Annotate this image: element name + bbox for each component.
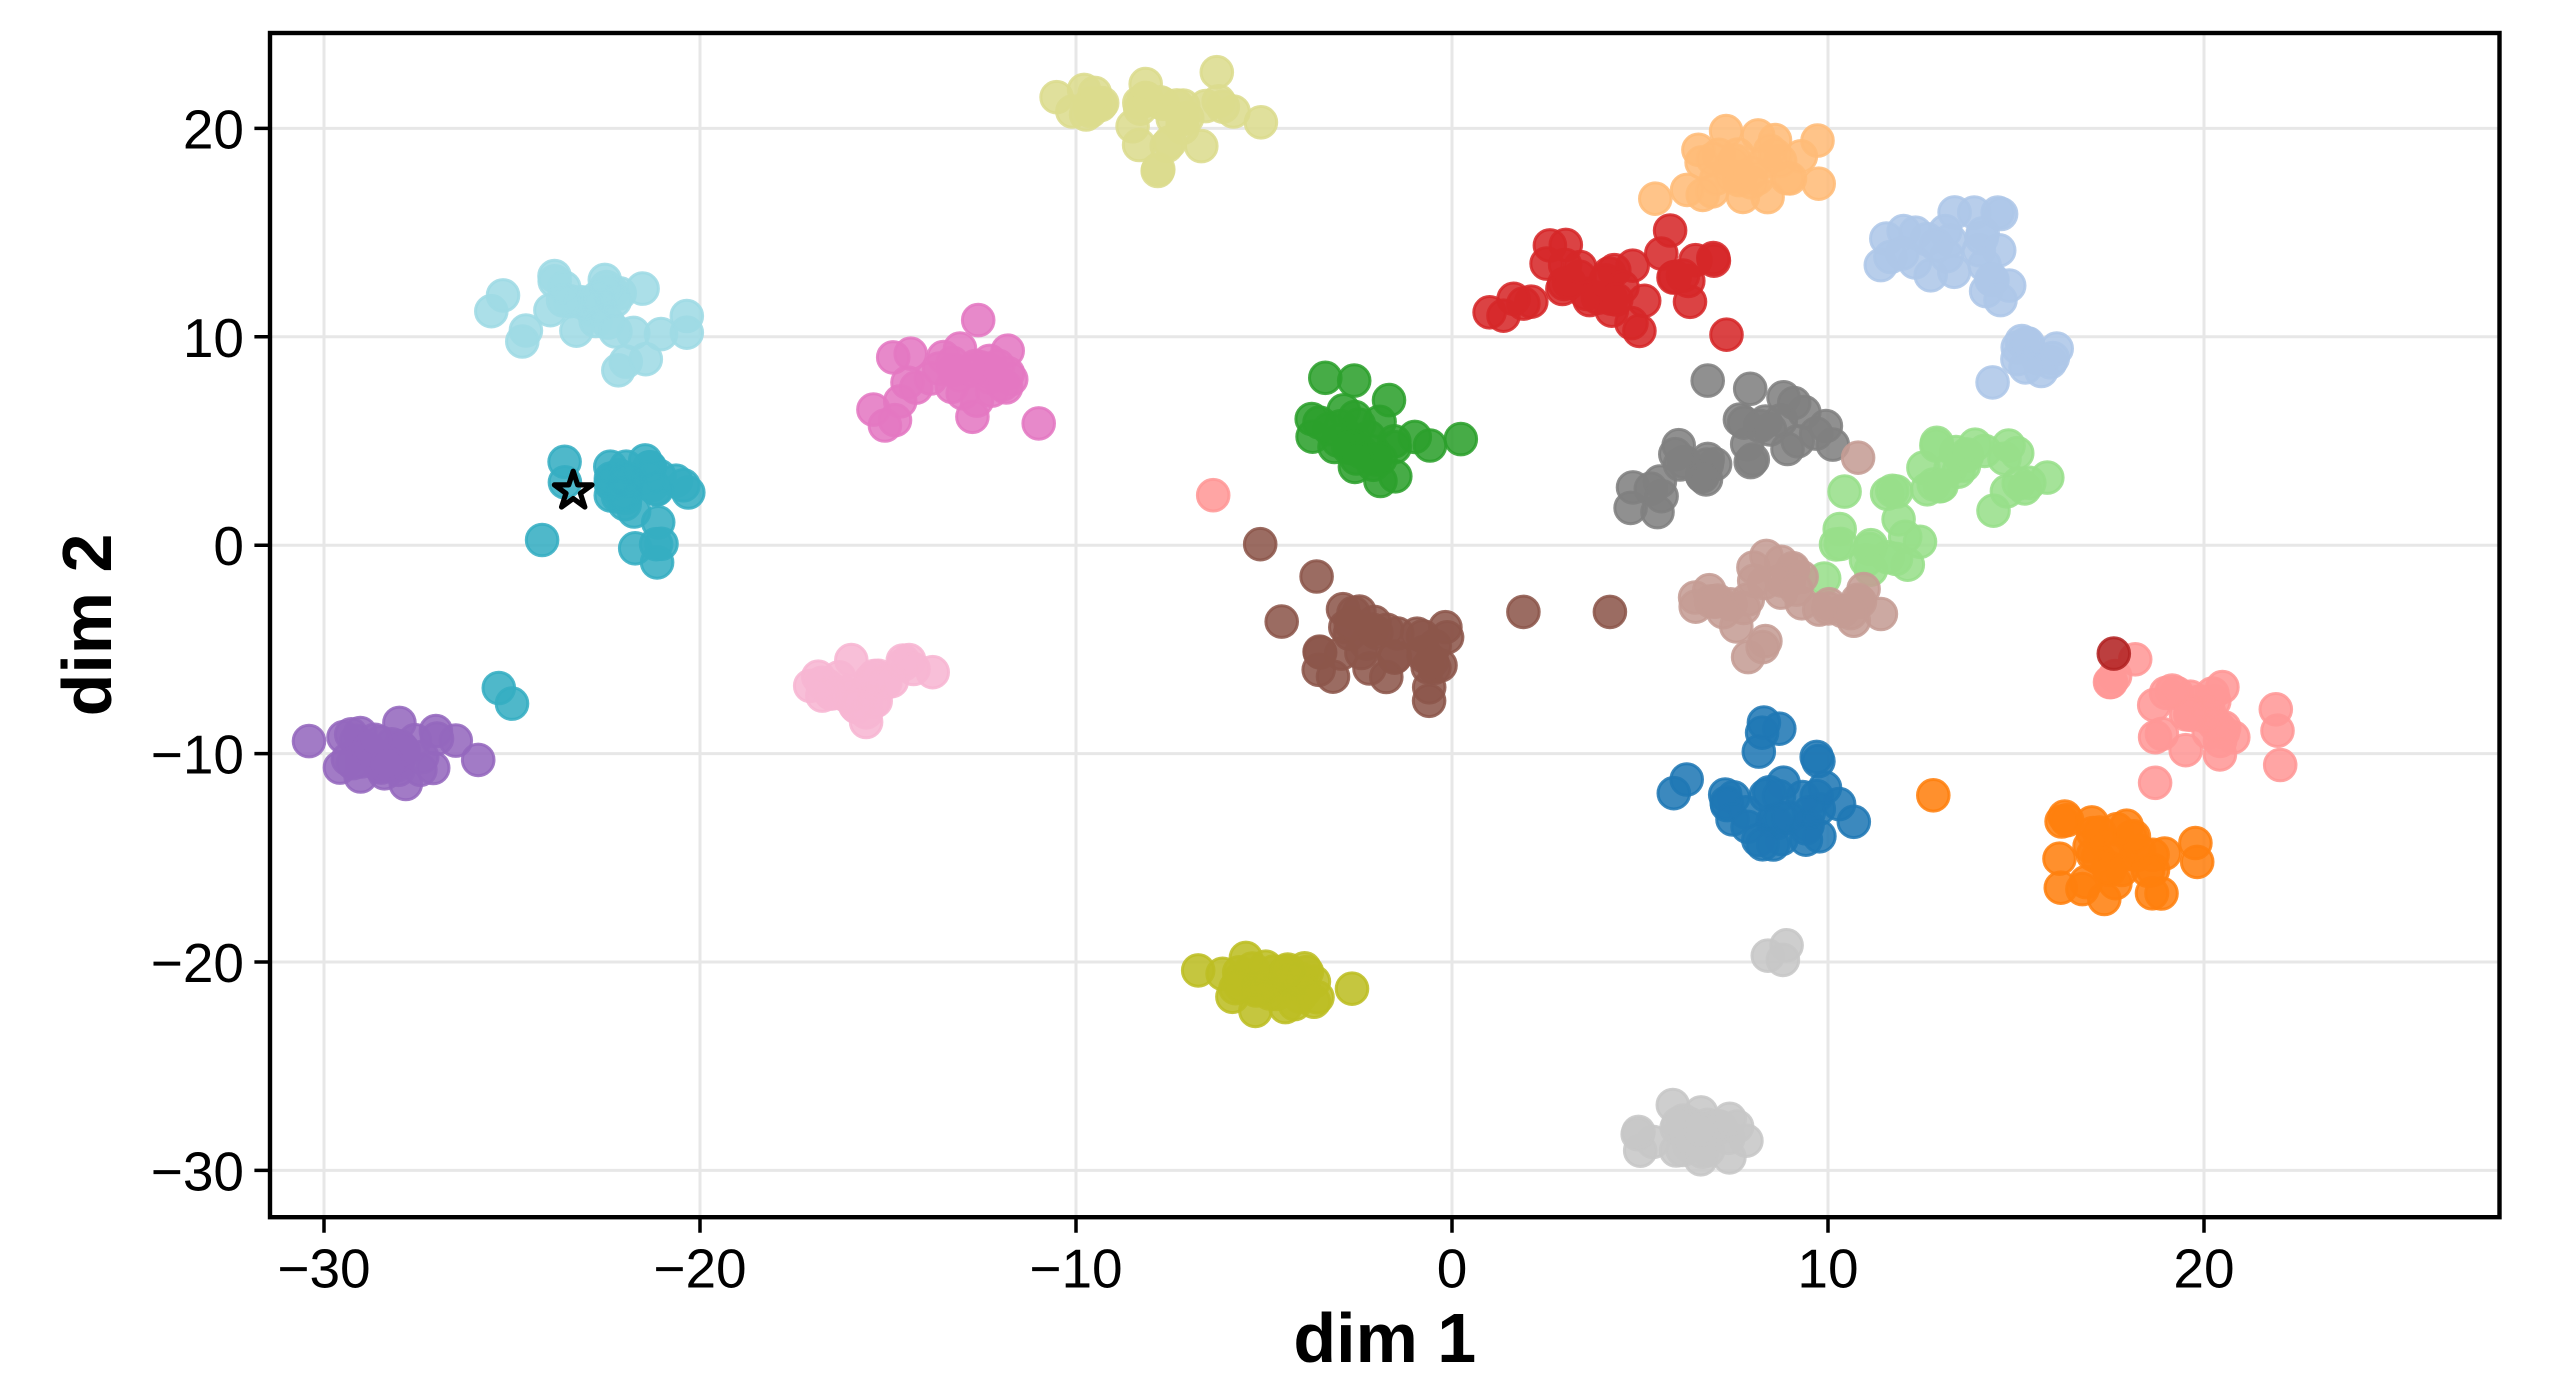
svg-text:−20: −20 <box>151 932 244 994</box>
svg-text:−10: −10 <box>151 724 244 786</box>
svg-text:−30: −30 <box>277 1238 370 1300</box>
svg-text:10: 10 <box>1797 1238 1858 1300</box>
svg-text:20: 20 <box>2173 1238 2234 1300</box>
svg-text:−20: −20 <box>653 1238 746 1300</box>
svg-text:0: 0 <box>213 515 244 577</box>
svg-text:20: 20 <box>183 98 244 160</box>
svg-text:dim 2: dim 2 <box>48 534 126 717</box>
svg-text:−30: −30 <box>151 1140 244 1202</box>
svg-text:dim 1: dim 1 <box>1293 1299 1476 1377</box>
svg-text:−10: −10 <box>1029 1238 1122 1300</box>
svg-text:0: 0 <box>1437 1238 1468 1300</box>
svg-text:10: 10 <box>183 307 244 369</box>
